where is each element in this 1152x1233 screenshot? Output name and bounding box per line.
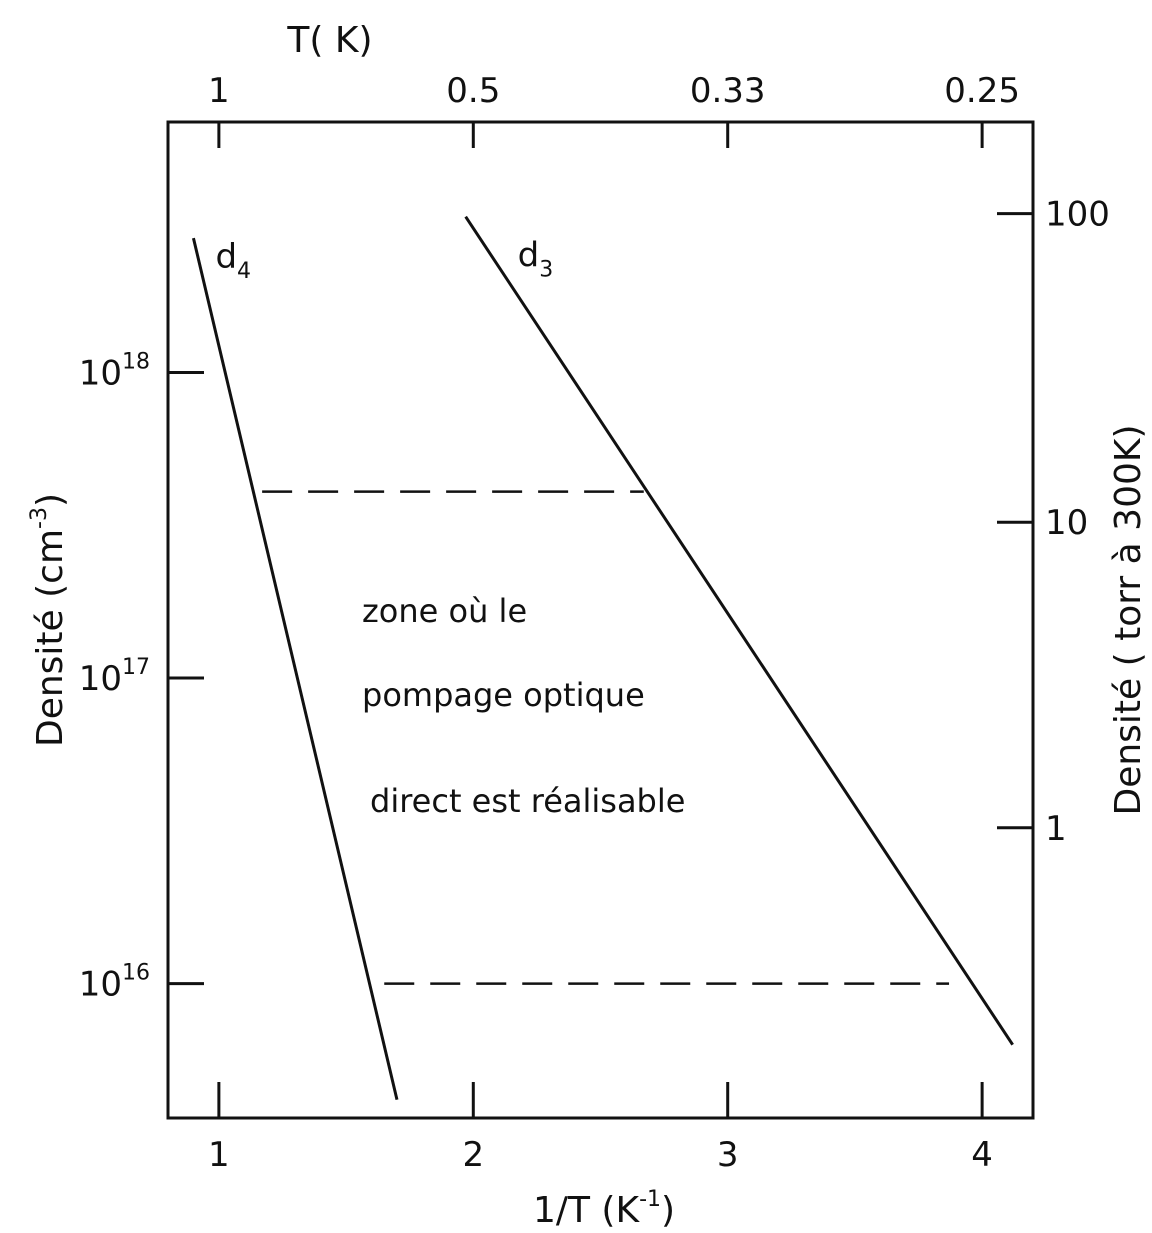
- series-label-d4: d4: [215, 237, 251, 284]
- reference-lines-group: [262, 490, 950, 985]
- x-axis-title: 1/T (K-1): [533, 1187, 675, 1231]
- series-label-d3: d3: [518, 236, 554, 283]
- top-axis-title: T( K): [286, 20, 372, 61]
- x-axis-title-base: 1/T (K: [533, 1190, 641, 1231]
- zone-annotation-line-3: direct est réalisable: [370, 782, 685, 820]
- right-axis-title: Densité ( torr à 300K): [1108, 424, 1149, 815]
- right-tick-label-1: 10: [1045, 503, 1088, 543]
- y-axis-title-end: ): [30, 493, 71, 507]
- y-tick-base-2: 10: [79, 354, 122, 394]
- y-tick-base-0: 10: [79, 965, 122, 1005]
- zone-annotation-line-1: zone où le: [362, 592, 527, 630]
- y-axis-title: Densité (cm-3): [27, 493, 71, 747]
- right-tick-label-2: 100: [1045, 195, 1110, 235]
- series-label-sub-d4: 4: [237, 259, 251, 284]
- top-tick-label-2: 0.33: [690, 71, 766, 111]
- zone-annotation-line-2: pompage optique: [362, 676, 645, 714]
- plot-frame: [166, 120, 1035, 1120]
- series-label-sub-d3: 3: [539, 258, 553, 283]
- x-tick-label-0: 1: [208, 1135, 230, 1175]
- y-axis-title-base: Densité (cm: [30, 529, 71, 747]
- y-tick-base-1: 10: [79, 659, 122, 699]
- series-group: [191, 215, 1014, 1101]
- y-tick-label-2: 1018: [79, 350, 150, 394]
- top-tick-label-1: 0.5: [446, 71, 500, 111]
- series-label-base-d4: d: [215, 237, 237, 277]
- series-label-base-d3: d: [518, 236, 540, 276]
- x-axis-title-exp: -1: [639, 1187, 661, 1212]
- x-tick-label-2: 3: [717, 1135, 739, 1175]
- top-tick-label-0: 1: [208, 71, 230, 111]
- y-tick-exp-2: 18: [122, 350, 150, 375]
- x-axis-title-end: ): [661, 1190, 675, 1231]
- right-tick-label-0: 1: [1045, 809, 1067, 849]
- series-line-d4: [191, 237, 399, 1101]
- y-tick-label-1: 1017: [79, 655, 150, 699]
- y-tick-exp-0: 16: [122, 961, 150, 986]
- y-tick-exp-1: 17: [122, 655, 150, 680]
- x-tick-label-1: 2: [462, 1135, 484, 1175]
- top-tick-label-3: 0.25: [944, 71, 1020, 111]
- ticks-group: [168, 122, 1033, 1118]
- y-axis-title-exp: -3: [27, 507, 52, 529]
- y-tick-label-0: 1016: [79, 961, 150, 1005]
- series-line-d3: [464, 215, 1014, 1046]
- x-tick-label-3: 4: [971, 1135, 993, 1175]
